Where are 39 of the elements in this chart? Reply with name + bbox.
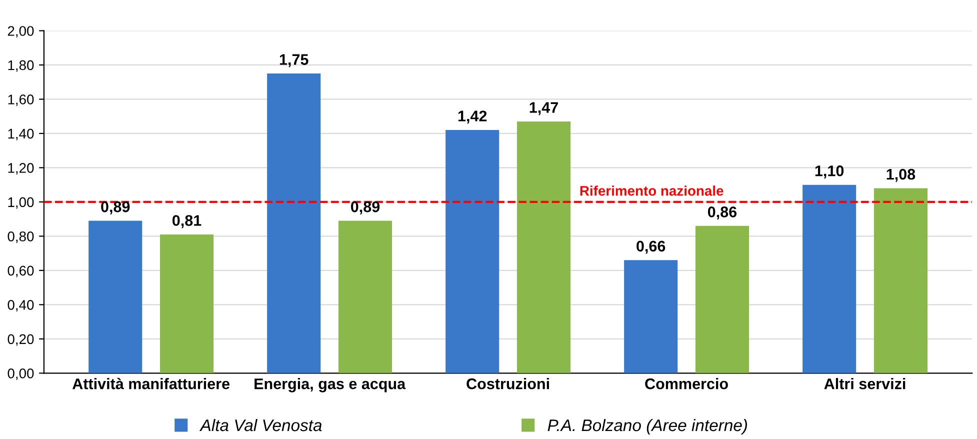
y-tick-label: 0,40 — [8, 300, 34, 312]
legend-label: Alta Val Venosta — [199, 418, 322, 432]
x-tick-label: Costruzioni — [466, 378, 549, 390]
bar — [624, 260, 678, 374]
y-tick-label: 2,00 — [8, 26, 34, 38]
bar — [802, 184, 856, 374]
x-tick-label: Commercio — [645, 378, 728, 390]
bar — [338, 220, 392, 374]
bar — [874, 188, 928, 374]
data-label: 1,47 — [530, 102, 558, 116]
bar — [516, 121, 571, 374]
data-label: 0,89 — [101, 201, 130, 214]
y-tick-label: 1,80 — [8, 60, 34, 72]
data-label: 0,81 — [172, 215, 202, 228]
data-label: 1,42 — [458, 110, 487, 124]
y-tick-label: 1,40 — [8, 128, 34, 140]
x-tick-label: Energia, gas e acqua — [254, 378, 406, 392]
data-label: 0,89 — [350, 201, 380, 214]
y-tick-label: 0,60 — [8, 266, 34, 278]
bar — [446, 130, 500, 374]
ref-line-label: Riferimento nazionale — [580, 186, 724, 196]
y-tick-label: 0,80 — [8, 232, 34, 243]
bar — [88, 220, 142, 374]
x-tick-label: Altri servizi — [824, 378, 906, 390]
bar — [267, 74, 321, 374]
bar — [160, 234, 214, 374]
bar — [695, 226, 749, 374]
y-tick-label: 1,00 — [8, 197, 34, 209]
x-tick-label: Attività manifatturiere — [72, 378, 230, 390]
y-tick-label: 1,60 — [8, 94, 34, 106]
legend-label: P.A. Bolzano (Aree interne) — [548, 418, 747, 434]
data-label: 0,66 — [636, 240, 666, 254]
y-tick-label: 1,20 — [8, 163, 34, 175]
data-label: 1,10 — [815, 165, 844, 178]
y-tick-label: 0,00 — [8, 368, 34, 380]
y-tick-label: 0,20 — [8, 334, 34, 346]
data-label: 1,08 — [886, 168, 916, 182]
data-label: 0,86 — [708, 206, 737, 220]
data-label: 1,75 — [280, 54, 308, 68]
